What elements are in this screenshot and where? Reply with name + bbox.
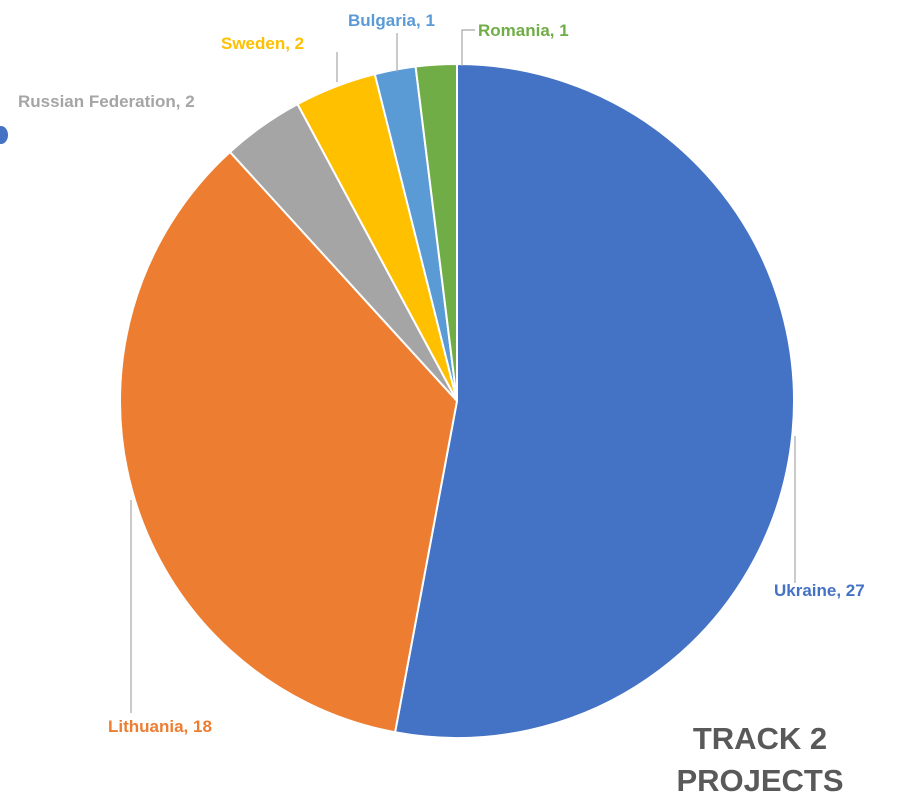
data-label-ukraine: Ukraine, 27	[774, 581, 865, 600]
data-label-russian-federation: Russian Federation, 2	[18, 92, 195, 111]
data-label-lithuania: Lithuania, 18	[108, 717, 212, 736]
pie-slice-ukraine	[393, 62, 795, 739]
data-labels: Ukraine, 27 Lithuania, 18 Russian Federati…	[18, 11, 865, 736]
chart-title-line-1: TRACK 2	[692, 721, 828, 756]
data-label-bulgaria: Bulgaria, 1	[348, 11, 435, 30]
pie-slice-romania	[414, 62, 458, 402]
data-label-sweden: Sweden, 2	[221, 34, 304, 53]
leader-line-romania	[461, 29, 475, 66]
leader-lines	[130, 29, 796, 713]
chart-title: TRACK 2 PROJECTS	[670, 718, 850, 802]
chart-title-line-2: PROJECTS	[676, 763, 844, 798]
pie-slices	[119, 62, 795, 739]
data-label-romania: Romania, 1	[478, 21, 569, 40]
pie-slice-lithuania	[119, 150, 459, 734]
partial-marker-edge	[0, 126, 8, 144]
